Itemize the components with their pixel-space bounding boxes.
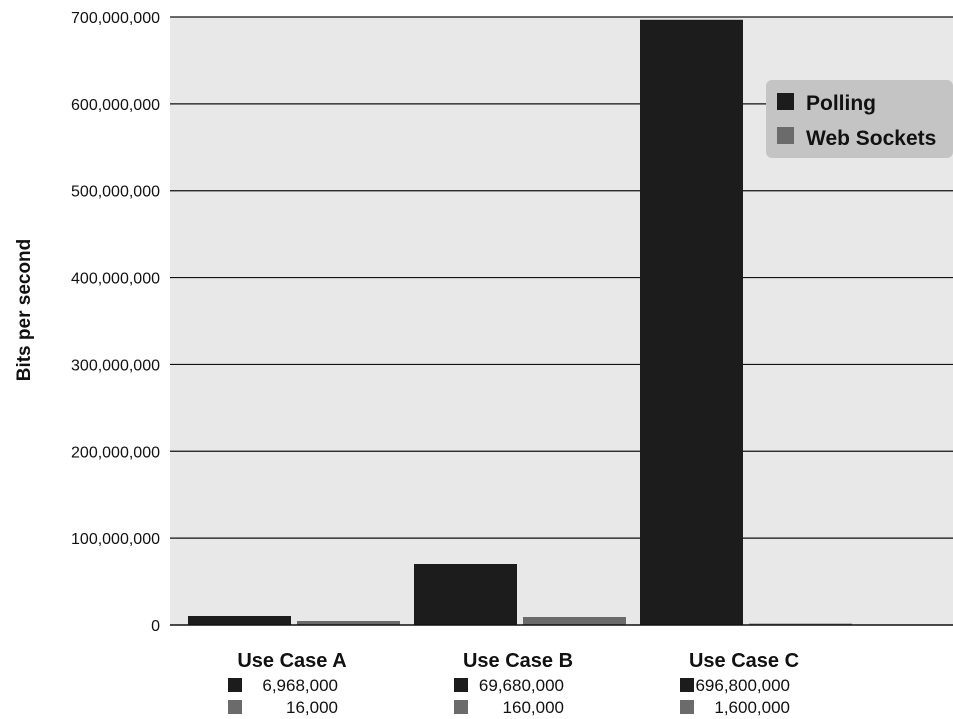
bar-polling-use-case-c (640, 19, 743, 626)
data-table-swatch (228, 700, 242, 714)
data-table-value: 6,968,000 (262, 676, 338, 695)
data-table-swatch (228, 678, 242, 692)
y-tick-label: 300,000,000 (71, 357, 160, 374)
bar-polling-use-case-b (414, 564, 517, 625)
bar-web-sockets-use-case-b (523, 617, 626, 625)
y-tick-label: 400,000,000 (71, 271, 160, 288)
y-tick-label: 200,000,000 (71, 444, 160, 461)
data-table-value: 69,680,000 (479, 676, 564, 695)
legend: Polling Web Sockets (766, 80, 953, 158)
legend-swatch-polling (777, 93, 794, 110)
legend-swatch-web-sockets (777, 127, 794, 144)
data-table-value: 16,000 (286, 698, 338, 717)
y-tick-label: 600,000,000 (71, 97, 160, 114)
data-table-swatch (454, 700, 468, 714)
data-table-swatch (454, 678, 468, 692)
y-axis-label: Bits per second (14, 239, 35, 382)
data-table: 6,968,000 16,000 69,680,000 160,000 696,800,… (228, 676, 790, 717)
data-table-value: 1,600,000 (714, 698, 790, 717)
y-axis-ticks: 0 100,000,000 200,000,000 300,000,000 400,00… (71, 10, 160, 635)
category-label: Use Case B (463, 650, 573, 672)
legend-label-polling: Polling (806, 92, 876, 115)
category-labels: Use Case A Use Case B Use Case C (237, 650, 799, 672)
legend-box (766, 80, 953, 158)
y-tick-label: 700,000,000 (71, 10, 160, 27)
category-label: Use Case A (237, 650, 346, 672)
legend-label-web-sockets: Web Sockets (806, 127, 936, 150)
data-table-value: 160,000 (503, 698, 564, 717)
data-table-value: 696,800,000 (695, 676, 790, 695)
data-table-swatch (680, 678, 694, 692)
y-tick-label: 100,000,000 (71, 531, 160, 548)
data-table-swatch (680, 700, 694, 714)
bar-web-sockets-use-case-a (297, 621, 400, 625)
bar-polling-use-case-a (188, 616, 291, 625)
bars (188, 19, 852, 626)
y-tick-label: 0 (151, 618, 160, 635)
y-tick-label: 500,000,000 (71, 184, 160, 201)
category-label: Use Case C (689, 650, 799, 672)
